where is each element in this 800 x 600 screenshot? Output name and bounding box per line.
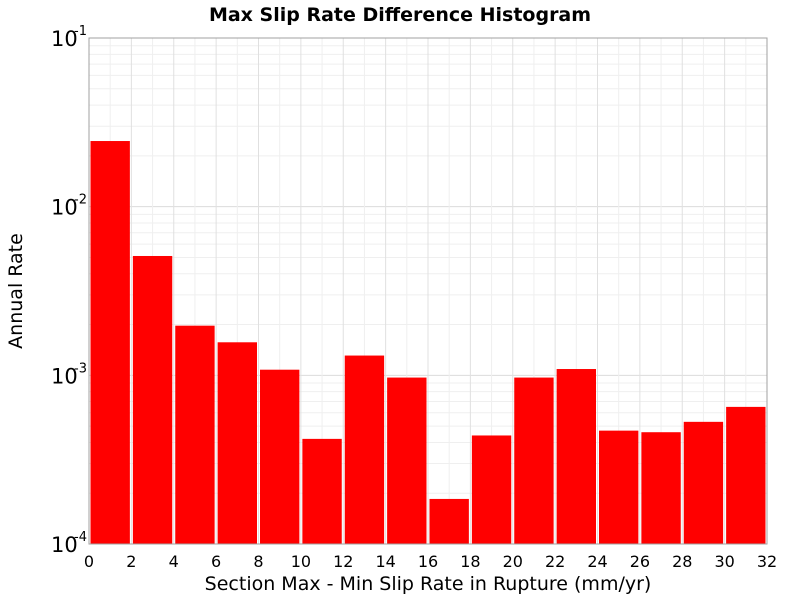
x-tick-label: 14 xyxy=(375,552,395,571)
bars xyxy=(90,141,766,544)
x-tick-label: 10 xyxy=(291,552,311,571)
y-tick-label: 10-3 xyxy=(51,361,87,388)
y-tick-label: 10-1 xyxy=(51,24,87,51)
y-tick-base: 10 xyxy=(51,196,78,220)
x-tick-label: 18 xyxy=(460,552,480,571)
y-tick-exponent: -4 xyxy=(74,530,87,545)
histogram-bar-4 xyxy=(260,369,300,544)
x-tick-label: 24 xyxy=(587,552,607,571)
y-tick-labels: 10-410-310-210-1 xyxy=(51,24,87,557)
x-tick-label: 8 xyxy=(253,552,263,571)
histogram-bar-1 xyxy=(132,255,173,544)
histogram-bar-5 xyxy=(302,438,342,544)
x-tick-label: 0 xyxy=(84,552,94,571)
histogram-bar-13 xyxy=(641,432,681,544)
histogram-bar-0 xyxy=(90,141,130,544)
histogram-bar-8 xyxy=(429,498,469,544)
histogram-bar-6 xyxy=(344,355,385,544)
histogram-bar-7 xyxy=(387,377,427,544)
y-tick-base: 10 xyxy=(51,27,78,51)
x-tick-label: 4 xyxy=(169,552,179,571)
y-tick-label: 10-2 xyxy=(51,193,87,220)
x-tick-label: 32 xyxy=(757,552,777,571)
y-tick-base: 10 xyxy=(51,364,78,388)
histogram-bar-12 xyxy=(599,430,639,544)
histogram-bar-11 xyxy=(556,369,596,544)
x-tick-label: 22 xyxy=(545,552,565,571)
x-tick-label: 20 xyxy=(503,552,523,571)
histogram-bar-2 xyxy=(175,325,215,544)
x-tick-label: 28 xyxy=(672,552,692,571)
histogram-bar-14 xyxy=(683,421,724,544)
x-tick-label: 30 xyxy=(714,552,734,571)
y-tick-base: 10 xyxy=(51,533,78,557)
x-tick-label: 12 xyxy=(333,552,353,571)
x-tick-label: 16 xyxy=(418,552,438,571)
x-tick-label: 2 xyxy=(126,552,136,571)
histogram-bar-10 xyxy=(514,377,554,544)
y-tick-exponent: -3 xyxy=(74,361,87,376)
x-axis-label: Section Max - Min Slip Rate in Rupture (… xyxy=(205,573,652,595)
histogram-bar-9 xyxy=(471,435,512,544)
histogram-bar-3 xyxy=(217,342,257,544)
chart-title: Max Slip Rate Difference Histogram xyxy=(209,4,591,26)
y-axis-label: Annual Rate xyxy=(5,233,27,349)
y-tick-label: 10-4 xyxy=(51,530,87,557)
y-tick-exponent: -1 xyxy=(74,24,87,39)
plot-border xyxy=(88,37,768,545)
x-tick-labels: 0 2 4 6 8 10 12 14 16 18 20 22 24 26 28 30 32 xyxy=(84,552,777,571)
y-tick-exponent: -2 xyxy=(74,193,87,208)
histogram-bar-15 xyxy=(726,406,766,544)
x-tick-label: 26 xyxy=(630,552,650,571)
x-tick-label: 6 xyxy=(211,552,221,571)
